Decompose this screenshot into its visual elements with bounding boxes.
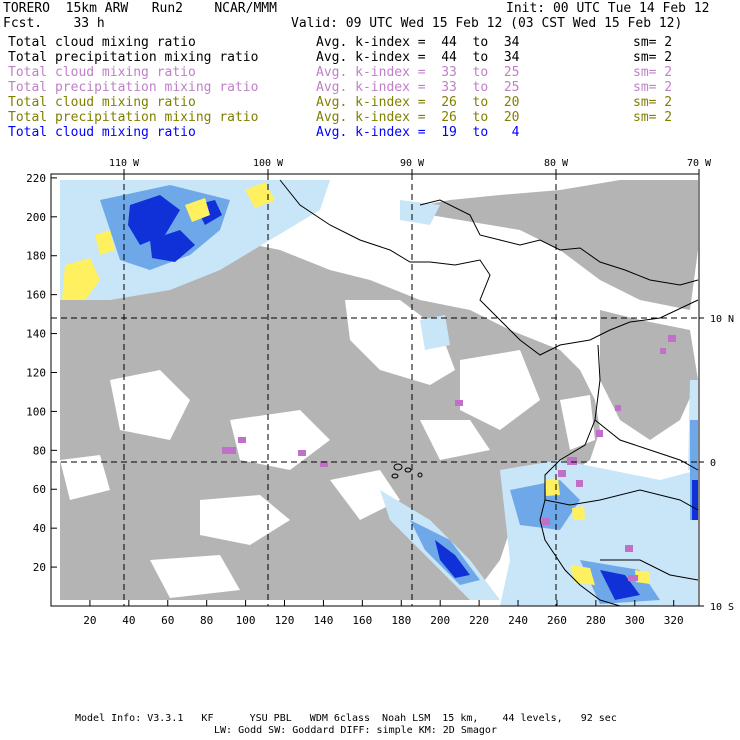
y-tick-label: 80 xyxy=(33,444,46,457)
legend-kindex: Avg. k-index = 33 to 25 xyxy=(316,65,520,80)
x-tick-label: 320 xyxy=(664,614,684,627)
x-tick-label: 100 xyxy=(236,614,256,627)
legend-kindex: Avg. k-index = 44 to 34 xyxy=(316,50,520,65)
legend-smoothing: sm= 2 xyxy=(633,35,673,50)
x-tick-label: 300 xyxy=(625,614,645,627)
y-tick-label: 160 xyxy=(26,289,46,302)
latitude-label: 0 xyxy=(710,458,716,469)
y-tick-label: 60 xyxy=(33,483,46,496)
x-tick-label: 40 xyxy=(122,614,135,627)
y-tick-label: 120 xyxy=(26,366,46,379)
legend-field-name: Total cloud mixing ratio xyxy=(8,65,196,80)
longitude-label: 110 W xyxy=(109,158,140,169)
x-tick-label: 80 xyxy=(200,614,213,627)
legend-kindex: Avg. k-index = 44 to 34 xyxy=(316,35,520,50)
latitude-label: 10 S xyxy=(710,602,734,613)
x-tick-label: 160 xyxy=(352,614,372,627)
x-tick-label: 200 xyxy=(430,614,450,627)
x-tick-label: 120 xyxy=(275,614,295,627)
legend-kindex: Avg. k-index = 19 to 4 xyxy=(316,125,520,140)
forecast-hour: Fcst. 33 h xyxy=(3,16,105,31)
legend-kindex: Avg. k-index = 26 to 20 xyxy=(316,110,520,125)
legend-smoothing: sm= 2 xyxy=(633,65,673,80)
latlon-grid xyxy=(51,174,699,606)
x-axis-ticks: 20 40 60 80 100 120 140 160 180 200 220 240 260 280 30… xyxy=(83,600,684,627)
legend-kindex: Avg. k-index = 26 to 20 xyxy=(316,95,520,110)
legend-field-name: Total cloud mixing ratio xyxy=(8,125,196,140)
legend-field-name: Total precipitation mixing ratio xyxy=(8,50,259,65)
model-info-line2: LW: Godd SW: Goddard DIFF: simple KM: 2D… xyxy=(214,725,497,736)
legend-smoothing: sm= 2 xyxy=(633,80,673,95)
model-title: TORERO 15km ARW Run2 NCAR/MMM xyxy=(3,1,277,16)
map-frame xyxy=(50,173,700,607)
legend-kindex: Avg. k-index = 33 to 25 xyxy=(316,80,520,95)
x-tick-label: 260 xyxy=(547,614,567,627)
longitude-label: 90 W xyxy=(400,158,425,169)
legend-field-name: Total cloud mixing ratio xyxy=(8,95,196,110)
coastlines xyxy=(279,179,699,606)
x-tick-label: 180 xyxy=(391,614,411,627)
x-tick-label: 60 xyxy=(161,614,174,627)
legend-smoothing: sm= 2 xyxy=(633,110,673,125)
y-tick-label: 100 xyxy=(26,405,46,418)
longitude-label: 100 W xyxy=(253,158,284,169)
y-tick-label: 200 xyxy=(26,211,46,224)
legend-smoothing: sm= 2 xyxy=(633,95,673,110)
y-tick-label: 40 xyxy=(33,522,46,535)
x-tick-label: 140 xyxy=(313,614,333,627)
longitude-labels: 110 W 100 W 90 W 80 W 70 W xyxy=(109,158,712,174)
legend-field-name: Total cloud mixing ratio xyxy=(8,35,196,50)
longitude-label: 80 W xyxy=(544,158,569,169)
clear-sky-gaps xyxy=(60,300,595,598)
model-info-line1: Model Info: V3.3.1 KF YSU PBL WDM 6class… xyxy=(75,713,617,724)
y-tick-label: 180 xyxy=(26,250,46,263)
latitude-labels: 10 N 0 10 S xyxy=(699,314,734,613)
gray-cloud-field xyxy=(60,180,698,600)
y-tick-label: 20 xyxy=(33,561,46,574)
valid-time: Valid: 09 UTC Wed 15 Feb 12 (03 CST Wed … xyxy=(291,16,683,31)
init-time: Init: 00 UTC Tue 14 Feb 12 xyxy=(506,1,710,16)
x-tick-label: 280 xyxy=(586,614,606,627)
legend-field-name: Total precipitation mixing ratio xyxy=(8,110,259,125)
x-tick-label: 240 xyxy=(508,614,528,627)
y-tick-label: 140 xyxy=(26,328,46,341)
x-tick-label: 220 xyxy=(469,614,489,627)
y-tick-label: 220 xyxy=(26,172,46,185)
legend-field-name: Total precipitation mixing ratio xyxy=(8,80,259,95)
purple-field xyxy=(222,335,676,581)
map-fields xyxy=(51,174,699,606)
latitude-label: 10 N xyxy=(710,314,734,325)
x-tick-label: 20 xyxy=(83,614,96,627)
legend-smoothing: sm= 2 xyxy=(633,50,673,65)
longitude-label: 70 W xyxy=(687,158,712,169)
y-axis-ticks: 20 40 60 80 100 120 140 160 180 200 220 xyxy=(26,172,57,574)
